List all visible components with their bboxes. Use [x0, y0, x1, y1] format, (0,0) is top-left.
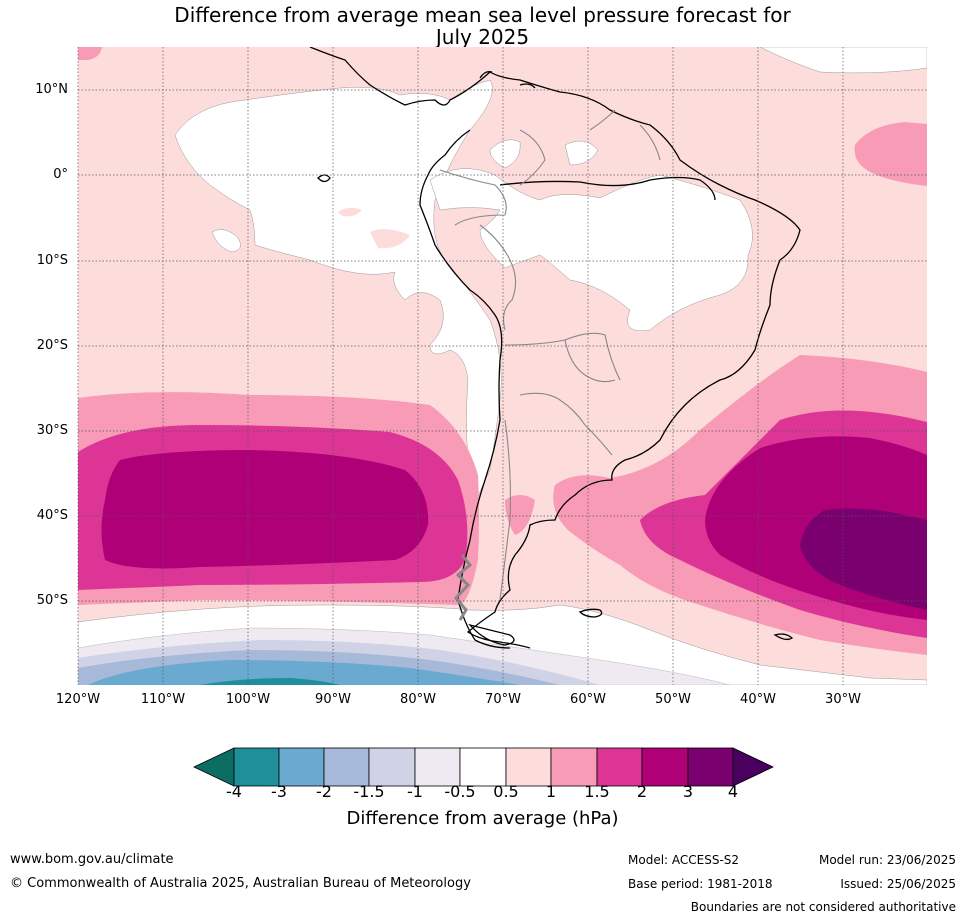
footer-issued: Issued: 25/06/2025	[840, 877, 956, 891]
map-title-line-2: July 2025	[435, 25, 530, 49]
lon-label: 100°W	[225, 692, 271, 707]
colorbar-extend-low	[193, 747, 235, 787]
colorbar-swatch	[323, 747, 370, 787]
colorbar-tick-label: 2	[636, 782, 648, 801]
colorbar-label: Difference from average (hPa)	[346, 808, 619, 829]
colorbar-tick-label: 3	[682, 782, 694, 801]
colorbar-tick-label: 1	[545, 782, 557, 801]
field-neutral-patch-3	[564, 140, 599, 166]
colorbar-swatch	[233, 747, 280, 787]
field-light-pink-patch-2	[338, 207, 362, 217]
footer-copyright: © Commonwealth of Australia 2025, Austra…	[10, 876, 471, 891]
lon-label: 60°W	[570, 692, 606, 707]
field-1-1.5-northwest	[78, 47, 102, 60]
colorbar-swatch	[368, 747, 416, 787]
lon-label: 120°W	[55, 692, 101, 707]
field-1-1.5-atlantic	[854, 122, 927, 186]
colorbar-tick-label: 1.5	[584, 782, 610, 801]
field-minus3-minus4	[200, 678, 340, 685]
field-neutral-brazil	[429, 168, 753, 332]
colorbar-swatch	[505, 747, 552, 787]
footer-model-run: Model run: 23/06/2025	[818, 853, 956, 867]
chile-archipelago	[454, 554, 473, 621]
lon-label: 70°W	[485, 692, 521, 707]
field-1-1.5-patagonia	[505, 495, 535, 535]
colorbar-swatch	[641, 747, 689, 787]
coastline-galapagos	[317, 174, 331, 183]
colorbar-tick-label: -1	[407, 782, 423, 801]
footer-base-period: Base period: 1981-2018	[628, 877, 773, 891]
map-title: Difference from average mean sea level p…	[0, 4, 965, 48]
colorbar-tick-label: -0.5	[444, 782, 476, 801]
coastline-island-falklands	[578, 608, 603, 618]
coastline-central-america	[309, 47, 801, 649]
coastline-caribbean	[479, 70, 536, 89]
map-title-line-1: Difference from average mean sea level p…	[174, 3, 791, 27]
lat-label: 0°	[53, 167, 68, 182]
lon-label: 40°W	[740, 692, 776, 707]
lon-label: 90°W	[315, 692, 351, 707]
coastline-island-tierra-fuego	[468, 623, 515, 646]
lat-label: 40°S	[36, 508, 68, 523]
colorbar-tick-label: -4	[226, 782, 242, 801]
colorbar-swatch	[687, 747, 734, 787]
lat-label: 10°N	[35, 82, 68, 97]
field-3-4-southatlantic	[800, 508, 927, 610]
field-neutral-patch-2	[489, 139, 521, 169]
graticule	[77, 47, 927, 685]
lon-label: 80°W	[400, 692, 436, 707]
lon-label: 110°W	[140, 692, 186, 707]
colorbar-swatch	[550, 747, 598, 787]
field-light-pink-patch	[370, 229, 410, 249]
colorbar-tick-label: -1.5	[353, 782, 385, 801]
lat-label: 30°S	[36, 423, 68, 438]
footer-url[interactable]: www.bom.gov.au/climate	[10, 852, 174, 867]
coastline-orinoco	[499, 176, 716, 201]
lat-label: 10°S	[36, 253, 68, 268]
field-minus2-minus3	[88, 660, 520, 685]
field-neutral-northeast	[759, 47, 927, 74]
colorbar-tick-label: 4	[727, 782, 739, 801]
footer-disclaimer: Boundaries are not considered authoritat…	[690, 900, 956, 914]
colorbar-tick-label: -3	[271, 782, 287, 801]
lat-label: 50°S	[36, 593, 68, 608]
colorbar-swatch	[596, 747, 643, 787]
colorbar-swatch	[278, 747, 325, 787]
footer-model: Model: ACCESS-S2	[628, 853, 740, 867]
field-2-3-southpacific	[101, 450, 429, 569]
map-field	[78, 47, 927, 685]
colorbar-tick-label: -2	[316, 782, 332, 801]
colorbar	[193, 747, 774, 787]
colorbar-swatch	[414, 747, 461, 787]
field-neutral-patch	[211, 229, 241, 253]
colorbar-swatch	[459, 747, 507, 787]
lon-label: 30°W	[825, 692, 861, 707]
colorbar-tick-label: 0.5	[493, 782, 519, 801]
coastline-island-georgia	[773, 633, 794, 641]
lat-label: 20°S	[36, 338, 68, 353]
colorbar-extend-high	[732, 747, 774, 787]
lon-label: 50°W	[655, 692, 691, 707]
